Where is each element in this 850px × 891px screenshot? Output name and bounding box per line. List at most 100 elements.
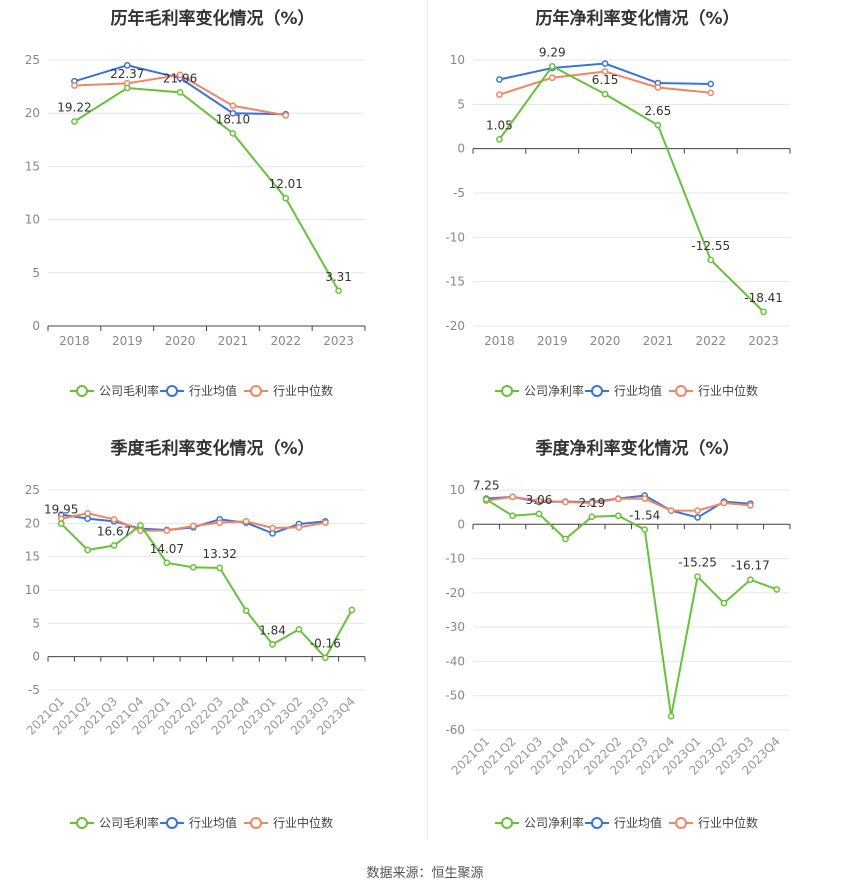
data-point xyxy=(123,61,131,69)
data-point xyxy=(654,121,662,129)
chart-title: 历年毛利率变化情况（%） xyxy=(110,9,315,29)
data-point xyxy=(535,497,543,504)
legend: 公司净利率 行业均值 行业中位数 xyxy=(495,815,758,830)
data-point xyxy=(84,509,91,517)
legend-marker xyxy=(591,385,603,397)
x-tick-label: 2023 xyxy=(748,334,779,348)
legend-item: 行业均值 xyxy=(160,383,237,398)
data-label: -18.41 xyxy=(744,291,783,305)
legend-item: 公司毛利率 xyxy=(70,815,159,830)
y-tick-label: -40 xyxy=(445,654,465,668)
y-tick-label: 5 xyxy=(457,97,465,111)
annual-net-margin-chart: 历年净利率变化情况（%） -20 -15 -10 -5 0 5 10 2018 2019 2020… xyxy=(425,0,850,420)
series-line xyxy=(498,65,765,313)
data-point xyxy=(189,522,197,530)
y-tick-label: -10 xyxy=(445,552,465,566)
x-tick-labels: 2021Q12021Q22021Q32021Q42022Q12022Q22022… xyxy=(24,694,358,738)
legend-label: 行业中位数 xyxy=(698,815,758,830)
data-point xyxy=(562,535,569,543)
gridlines: 0 5 10 15 20 25 xyxy=(25,53,365,333)
data-point xyxy=(601,90,609,98)
data-point xyxy=(601,68,609,75)
data-point xyxy=(747,502,754,509)
data-point xyxy=(242,517,250,525)
data-point xyxy=(137,521,144,529)
data-point xyxy=(242,607,250,615)
data-label: 7.25 xyxy=(473,478,500,492)
x-tick-label: 2022 xyxy=(270,334,301,348)
y-tick-label: 5 xyxy=(32,266,40,280)
x-tick-label: 2020 xyxy=(165,334,196,348)
data-point xyxy=(269,529,276,537)
data-point xyxy=(747,576,754,584)
x-tick-labels: 2021Q12021Q22021Q32021Q42022Q12022Q22022… xyxy=(449,734,783,778)
data-point xyxy=(707,80,715,88)
legend-item: 公司毛利率 xyxy=(70,383,159,398)
data-point xyxy=(269,524,276,532)
chart-title: 季度净利率变化情况（%） xyxy=(535,439,740,459)
data-point xyxy=(654,84,662,91)
data-point xyxy=(641,526,649,533)
data-point xyxy=(760,308,767,316)
data-point xyxy=(123,84,131,92)
quarterly-gross-margin-plot: -5 0 5 10 15 20 25 2021Q12021Q22021Q32021Q42022… xyxy=(24,483,366,830)
data-source: 数据来源：恒生聚源 xyxy=(366,866,484,881)
data-point xyxy=(71,82,78,89)
data-label: 19.22 xyxy=(57,100,91,114)
data-point xyxy=(694,514,701,521)
data-point xyxy=(562,498,569,506)
y-tick-label: 25 xyxy=(25,53,40,67)
legend-marker xyxy=(76,385,88,397)
data-point xyxy=(614,495,622,503)
data-point xyxy=(773,586,781,593)
data-point xyxy=(588,499,596,507)
data-label: 19.95 xyxy=(44,503,78,517)
legend-marker xyxy=(166,817,178,829)
data-point xyxy=(694,573,701,580)
data-point xyxy=(84,546,91,554)
legend-marker xyxy=(675,817,687,829)
data-point xyxy=(176,71,184,79)
y-tick-label: 20 xyxy=(25,516,40,530)
annual-gross-margin-chart: 历年毛利率变化情况（%） 0 5 10 15 20 25 2018 2019 2020 2021 2… xyxy=(0,0,425,420)
data-point xyxy=(496,76,503,83)
legend-marker xyxy=(250,817,262,829)
legend-item: 行业均值 xyxy=(585,383,662,398)
y-tick-label: -30 xyxy=(445,620,465,634)
legend-item: 行业中位数 xyxy=(669,383,758,398)
y-tick-label: 5 xyxy=(32,616,40,630)
y-tick-label: 0 xyxy=(457,142,465,156)
x-tick-label: 2021 xyxy=(218,334,249,348)
data-label: 12.01 xyxy=(269,177,303,191)
legend-marker xyxy=(675,385,687,397)
data-point xyxy=(322,654,329,662)
y-tick-label: 15 xyxy=(25,159,40,173)
x-tick-label: 2019 xyxy=(112,334,143,348)
y-tick-label: -50 xyxy=(445,689,465,703)
data-point xyxy=(548,62,556,70)
data-label: -12.55 xyxy=(691,239,730,253)
legend-item: 公司净利率 xyxy=(495,815,584,830)
data-label: -0.16 xyxy=(310,637,341,651)
y-tick-label: 15 xyxy=(25,550,40,564)
data-label: 2.65 xyxy=(645,104,672,118)
data-point xyxy=(588,513,596,521)
data-point xyxy=(189,563,197,571)
legend-label: 行业均值 xyxy=(614,815,662,830)
data-point xyxy=(707,256,715,264)
series-line xyxy=(60,522,353,660)
legend-item: 行业中位数 xyxy=(244,815,333,830)
y-tick-label: 10 xyxy=(450,53,465,67)
series-line xyxy=(485,498,778,717)
data-point xyxy=(641,495,649,502)
industry-median-series xyxy=(57,509,329,535)
legend-label: 行业均值 xyxy=(189,815,237,830)
data-label: 9.29 xyxy=(539,45,566,59)
quarterly-net-margin-chart: 季度净利率变化情况（%） -60 -50 -40 -30 -20 -10 0 10 2021Q1… xyxy=(425,430,850,850)
legend-label: 行业中位数 xyxy=(273,815,333,830)
legend-label: 公司净利率 xyxy=(524,383,584,398)
legend-item: 公司净利率 xyxy=(495,383,584,398)
data-point xyxy=(163,559,171,567)
industry-median-series xyxy=(496,68,715,98)
data-point xyxy=(720,499,728,507)
